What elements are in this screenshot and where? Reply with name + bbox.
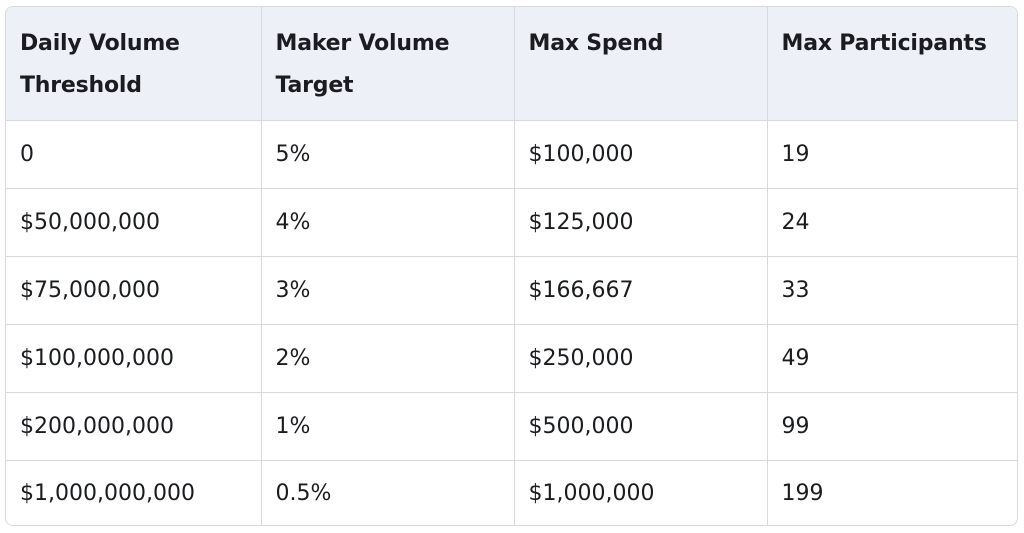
cell-max-participants: 33 bbox=[767, 256, 1017, 325]
cell-max-participants: 99 bbox=[767, 392, 1017, 461]
cell-max-spend: $166,667 bbox=[514, 256, 768, 325]
cell-daily-volume-threshold: $50,000,000 bbox=[6, 188, 262, 257]
cell-max-participants: 199 bbox=[781, 480, 824, 506]
cell-daily-volume-threshold: $200,000,000 bbox=[6, 392, 262, 461]
cell-maker-volume-target: 0.5% bbox=[261, 460, 515, 525]
header-maker-volume-target: Maker Volume Target bbox=[261, 7, 515, 121]
cell-maker-volume-target: 1% bbox=[261, 392, 515, 461]
cell-max-participants: 49 bbox=[767, 324, 1017, 393]
cell-daily-volume-threshold: 0 bbox=[6, 120, 262, 189]
cell-maker-volume-target: 5% bbox=[261, 120, 515, 189]
cell-max-participants: 19 bbox=[767, 120, 1017, 189]
table-container: Daily Volume Threshold Maker Volume Targ… bbox=[5, 6, 1018, 526]
volume-tiers-table: Daily Volume Threshold Maker Volume Targ… bbox=[6, 7, 1017, 525]
cell-maker-volume-target: 2% bbox=[261, 324, 515, 393]
table-row: 0 5% $100,000 19 bbox=[6, 120, 1017, 189]
table-row: $75,000,000 3% $166,667 33 bbox=[6, 256, 1017, 325]
cell-maker-volume-target: 3% bbox=[261, 256, 515, 325]
cell-max-spend: $100,000 bbox=[514, 120, 768, 189]
table-row: $100,000,000 2% $250,000 49 bbox=[6, 324, 1017, 393]
table-row: $1,000,000,000 0.5% $1,000,000 199 bbox=[6, 460, 1017, 525]
table-row: $200,000,000 1% $500,000 99 bbox=[6, 392, 1017, 461]
cell-daily-volume-threshold: $1,000,000,000 bbox=[6, 460, 262, 525]
cell-max-spend: $125,000 bbox=[514, 188, 768, 257]
cell-max-spend: $250,000 bbox=[514, 324, 768, 393]
cell-daily-volume-threshold: $100,000,000 bbox=[6, 324, 262, 393]
cell-max-spend: $500,000 bbox=[514, 392, 768, 461]
table-row: $50,000,000 4% $125,000 24 bbox=[6, 188, 1017, 257]
header-daily-volume-threshold: Daily Volume Threshold bbox=[6, 7, 262, 121]
header-max-spend: Max Spend bbox=[514, 7, 768, 121]
cell-max-participants: 24 bbox=[767, 188, 1017, 257]
header-max-participants: Max Participants bbox=[767, 7, 1017, 121]
cell-maker-volume-target: 4% bbox=[261, 188, 515, 257]
cell-daily-volume-threshold: $75,000,000 bbox=[6, 256, 262, 325]
table-header-row: Daily Volume Threshold Maker Volume Targ… bbox=[6, 7, 1017, 121]
cell-max-spend: $1,000,000 bbox=[514, 460, 768, 525]
